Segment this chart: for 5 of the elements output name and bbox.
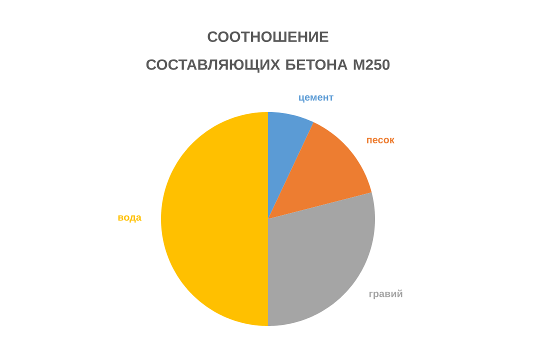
slice-label: гравий [369, 290, 402, 300]
slice-label: вода [118, 215, 142, 223]
chart-title: СООТНОШЕНИЕ СОСТАВЛЯЮЩИХ БЕТОНА М250 [146, 31, 390, 73]
slice-label: песок [367, 138, 394, 144]
slice-label: цемент [299, 95, 334, 103]
